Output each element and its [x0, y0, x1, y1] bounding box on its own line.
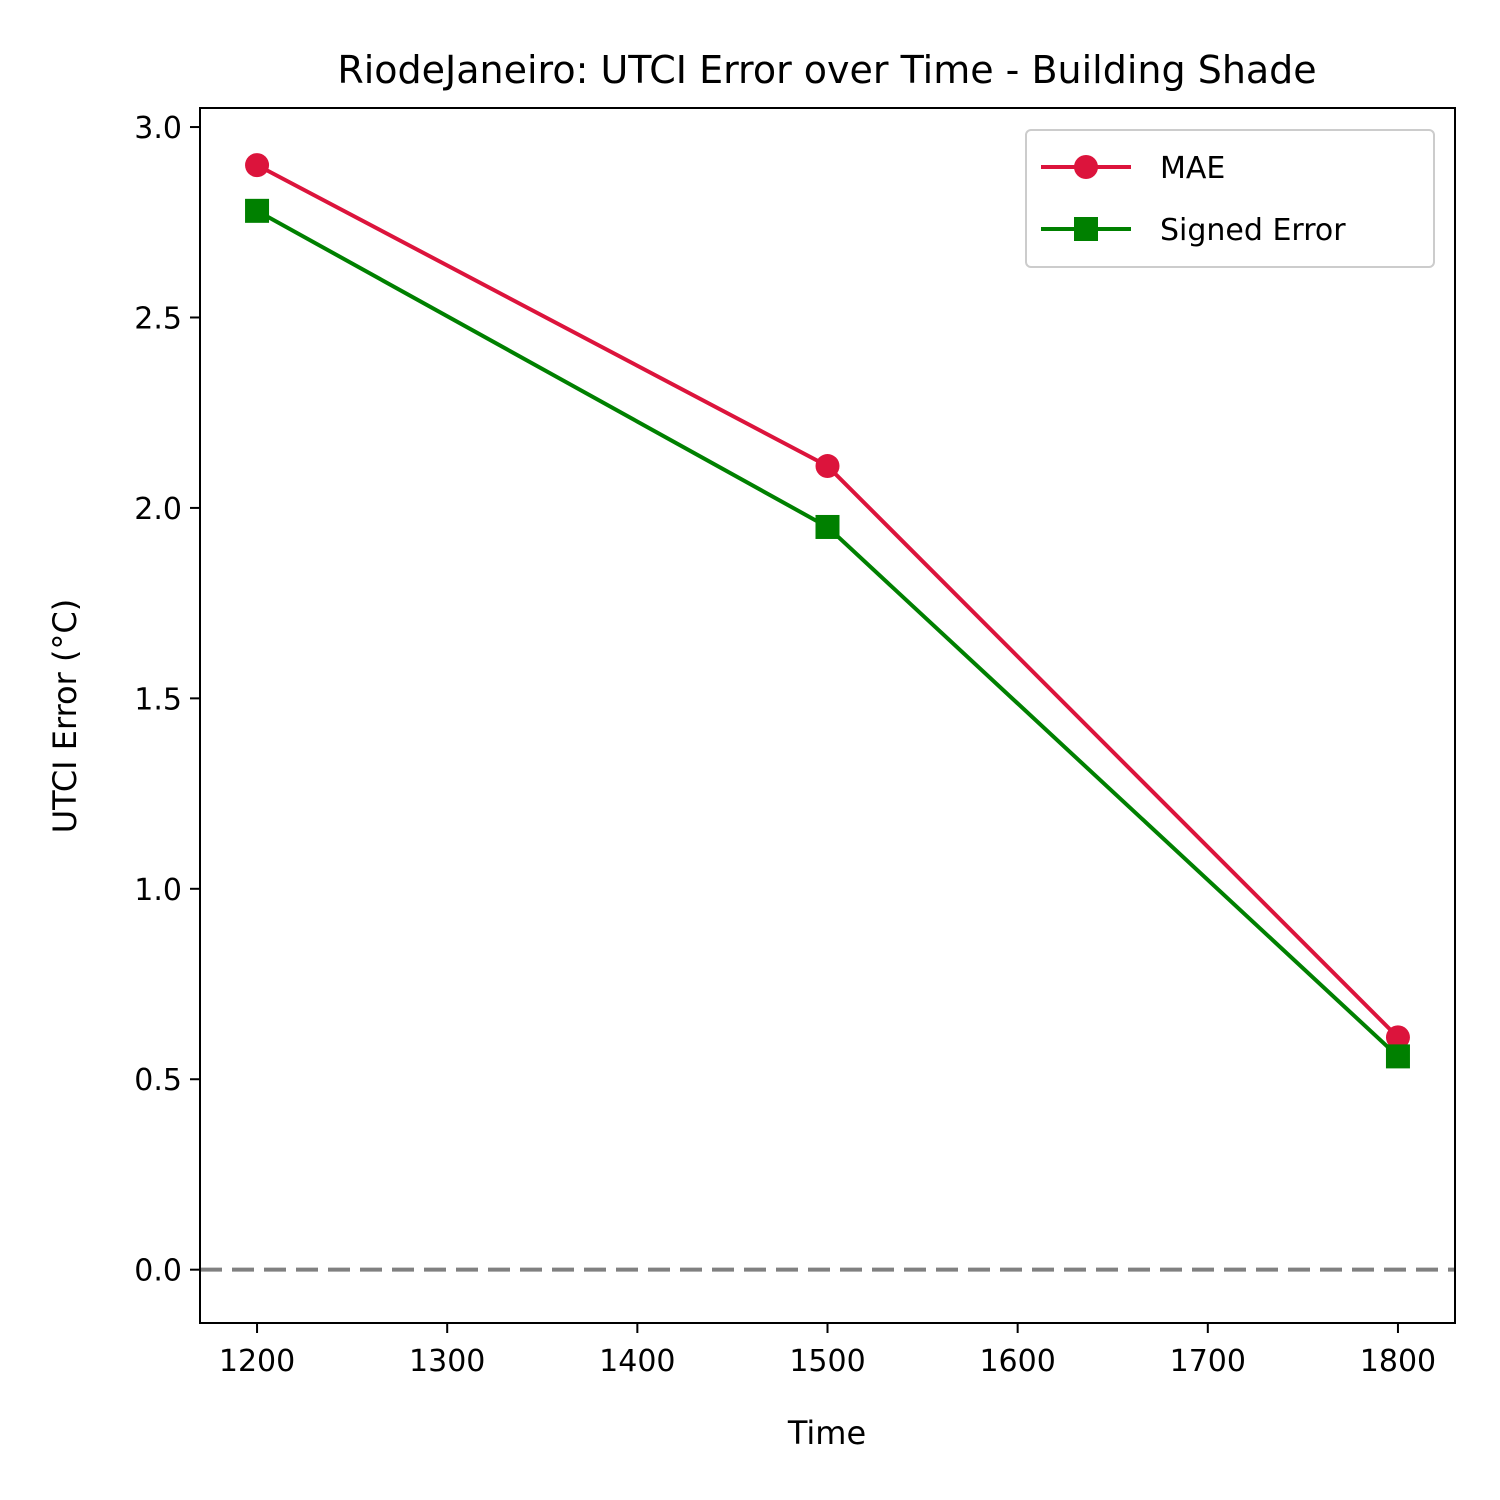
x-tick-label: 1200 — [219, 1344, 295, 1379]
y-axis-label: UTCI Error (°C) — [46, 599, 84, 834]
x-tick-label: 1500 — [789, 1344, 865, 1379]
legend: MAE Signed Error — [1025, 129, 1435, 268]
x-tick-label: 1600 — [979, 1344, 1055, 1379]
x-tick-label: 1400 — [599, 1344, 675, 1379]
series-line-signed-error — [256, 209, 1400, 1058]
x-axis-label: Time — [787, 1414, 866, 1452]
legend-label-mae: MAE — [1160, 151, 1225, 186]
data-point-mae — [815, 454, 840, 479]
legend-marker-mae — [1074, 155, 1098, 179]
x-tick-label: 1700 — [1170, 1344, 1246, 1379]
data-point-signed-error — [1385, 1044, 1410, 1069]
y-tick-label: 1.0 — [134, 873, 182, 908]
legend-label-signed-error: Signed Error — [1160, 213, 1346, 248]
y-tick-label: 1.5 — [134, 682, 182, 717]
data-point-signed-error — [245, 198, 270, 223]
data-point-signed-error — [815, 514, 840, 539]
x-tick-label: 1300 — [409, 1344, 485, 1379]
plot-area — [200, 153, 1455, 1272]
series-line-mae — [256, 163, 1400, 1039]
y-tick-label: 2.0 — [134, 492, 182, 527]
y-axis: 0.0 0.5 1.0 1.5 2.0 2.5 3.0 — [134, 111, 200, 1289]
data-point-mae — [1385, 1025, 1410, 1050]
x-tick-label: 1800 — [1360, 1344, 1436, 1379]
plot-frame — [199, 107, 1456, 1324]
y-tick-label: 0.5 — [134, 1063, 182, 1098]
x-axis: 1200 1300 1400 1500 1600 1700 1800 — [219, 1323, 1436, 1379]
y-tick-label: 0.0 — [134, 1254, 182, 1289]
data-point-mae — [245, 153, 270, 178]
legend-box — [1025, 129, 1435, 268]
chart-title: RiodeJaneiro: UTCI Error over Time - Bui… — [337, 48, 1316, 92]
legend-marker-signed-error — [1074, 217, 1098, 241]
y-tick-label: 3.0 — [134, 111, 182, 146]
y-tick-label: 2.5 — [134, 301, 182, 336]
